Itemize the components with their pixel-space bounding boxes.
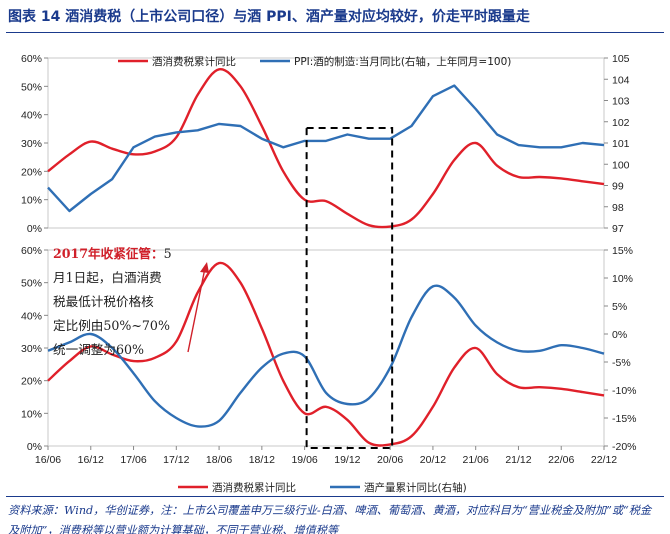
y-left-tick-label: 10% (21, 195, 42, 207)
y-left-tick-label: 60% (21, 245, 42, 257)
y-right-tick-label: 97 (612, 223, 624, 235)
x-tick-label: 20/06 (377, 454, 403, 466)
annotation-arrow-head (200, 262, 209, 273)
y-right-tick-label: 10% (612, 273, 633, 285)
series-line-ppi (47, 84, 605, 213)
x-tick-label: 19/12 (334, 454, 360, 466)
y-left-tick-label: 60% (21, 53, 42, 65)
y-right-tick-label: -15% (612, 413, 637, 425)
annotation-head: 2017年收紧征管： (53, 246, 164, 261)
x-tick-label: 21/06 (463, 454, 489, 466)
x-tick-label: 18/12 (249, 454, 275, 466)
policy-annotation: 2017年收紧征管：5 月1日起，白酒消费 税最低计税价格核 定比例由50%~7… (53, 242, 199, 362)
x-tick-label: 17/06 (120, 454, 146, 466)
series-line-consumption-tax (47, 68, 605, 229)
y-left-tick-label: 20% (21, 166, 42, 178)
series-line-production (47, 284, 605, 428)
y-left-tick-label: 40% (21, 310, 42, 322)
y-left-tick-label: 10% (21, 408, 42, 420)
y-right-tick-label: 103 (612, 96, 630, 108)
legend-label: 酒消费税累计同比 (152, 55, 236, 68)
x-tick-label: 16/06 (35, 454, 61, 466)
plot-frame (47, 57, 605, 229)
chart-panel-2: 0% 10% 20% 30% 40% 50% 60% -20% -15% -10% -5% 0% 5% 1… (21, 245, 637, 494)
y-left-tick-label: 20% (21, 376, 42, 388)
y-right-tick-label: 15% (612, 245, 633, 257)
source-divider (6, 496, 664, 497)
legend-label: PPI:酒的制造:当月同比(右轴，上年同月=100) (294, 55, 511, 68)
y-left-tick-label: 30% (21, 343, 42, 355)
y-left-tick-label: 0% (27, 223, 42, 235)
y-right-tick-label: 0% (612, 329, 627, 341)
x-tick-label: 22/06 (548, 454, 574, 466)
annotation-line-5: 统一调整为60% (53, 342, 144, 357)
annotation-line-1: 2017年收紧征管：5 (53, 242, 199, 266)
y-right-tick-label: 102 (612, 117, 630, 129)
y-left-tick-label: 0% (27, 441, 42, 453)
legend-label: 酒产量累计同比(右轴) (364, 481, 467, 494)
y-right-tick-label: 100 (612, 159, 630, 171)
y-right-tick-label: -10% (612, 385, 637, 397)
y-right-tick-label: 5% (612, 301, 627, 313)
y-left-tick-label: 40% (21, 110, 42, 122)
y-right-tick-label: -20% (612, 441, 637, 453)
legend-label: 酒消费税累计同比 (212, 481, 296, 494)
x-tick-label: 20/12 (420, 454, 446, 466)
figure-title: 图表 14 酒消费税（上市公司口径）与酒 PPI、酒产量对应均较好，价走平时跟量… (8, 9, 530, 25)
annotation-line-2: 月1日起，白酒消费 (53, 270, 162, 285)
series-line-consumption-tax (47, 261, 605, 447)
y-left-tick-label: 30% (21, 138, 42, 150)
y-left-tick-label: 50% (21, 81, 42, 93)
annotation-line-4: 定比例由50%~70% (53, 318, 170, 333)
annotation-head-tail: 5 (163, 246, 172, 261)
title-divider (6, 32, 664, 33)
x-tick-label: 22/12 (591, 454, 617, 466)
y-right-tick-label: 101 (612, 138, 630, 150)
source-note: 资料来源：Wind，华创证券，注：上市公司覆盖申万三级行业-白酒、啤酒、葡萄酒、… (8, 504, 652, 534)
x-tick-label: 17/12 (163, 454, 189, 466)
y-right-tick-label: 99 (612, 181, 624, 193)
annotation-arrow-line (187, 267, 206, 353)
y-left-tick-label: 50% (21, 278, 42, 290)
annotation-line-3: 税最低计税价格核 (53, 294, 154, 309)
x-tick-label: 19/06 (291, 454, 317, 466)
y-right-tick-label: 98 (612, 202, 624, 214)
y-right-tick-label: -5% (612, 357, 631, 369)
x-tick-label: 18/06 (206, 454, 232, 466)
x-tick-label: 16/12 (78, 454, 104, 466)
x-tick-label: 21/12 (505, 454, 531, 466)
highlight-dashed-box (305, 127, 394, 449)
y-right-tick-label: 105 (612, 53, 630, 65)
y-right-tick-label: 104 (612, 74, 630, 86)
chart-panel-1: 0% 10% 20% 30% 40% 50% 60% 97 98 99 100 101 102 103 10… (21, 53, 630, 235)
